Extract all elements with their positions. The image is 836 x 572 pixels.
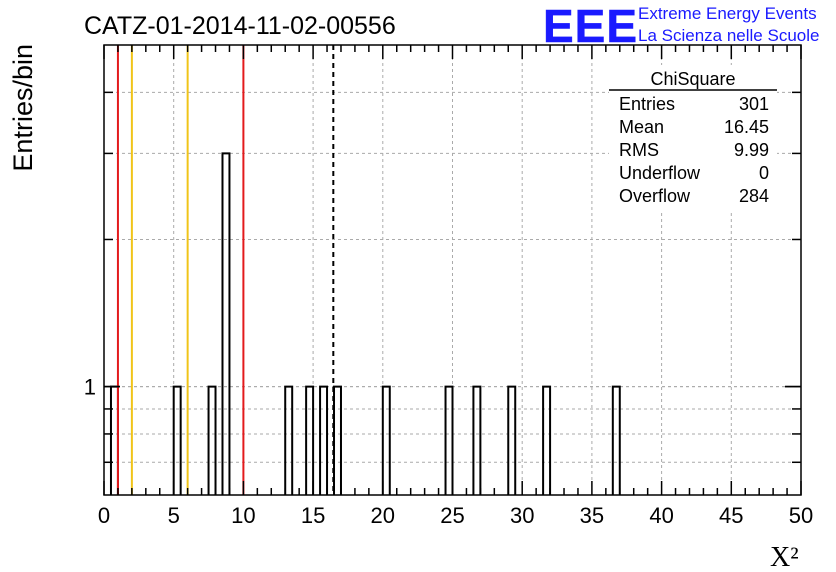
stats-overflow-value: 284 [739, 186, 769, 206]
histogram-bar [284, 385, 294, 495]
y-axis-title: Entries/bin [8, 44, 38, 172]
histogram-bar [381, 385, 391, 495]
stats-title: ChiSquare [650, 69, 735, 89]
stats-mean-value: 16.45 [724, 117, 769, 137]
x-tick-label: 50 [789, 503, 813, 528]
x-tick-label: 20 [371, 503, 395, 528]
x-tick-label: 45 [719, 503, 743, 528]
x-tick-label: 35 [580, 503, 604, 528]
histogram-bar [611, 385, 621, 495]
x-tick-label: 15 [301, 503, 325, 528]
stats-overflow-label: Overflow [619, 186, 691, 206]
stats-box: ChiSquare Entries 301 Mean 16.45 RMS 9.9… [609, 65, 777, 213]
histogram-bar [333, 385, 342, 495]
histogram-bar [444, 385, 454, 495]
x-tick-label: 25 [440, 503, 464, 528]
histogram-bar [507, 385, 517, 495]
x-tick-label: 0 [98, 503, 110, 528]
stats-rms-value: 9.99 [734, 140, 769, 160]
histogram-bar [305, 385, 315, 495]
stats-entries-value: 301 [739, 94, 769, 114]
bars-layer [109, 152, 621, 495]
histogram-bar [221, 152, 231, 495]
stats-rms-label: RMS [619, 140, 659, 160]
x-tick-label: 40 [649, 503, 673, 528]
x-tick-label: 30 [510, 503, 534, 528]
stats-entries-label: Entries [619, 94, 675, 114]
reference-lines-layer [116, 45, 335, 495]
y-tick-label: 1 [84, 375, 96, 400]
eee-logo: EEE [543, 0, 638, 52]
logo-line-1: Extreme Energy Events [638, 4, 817, 23]
x-tick-label: 5 [168, 503, 180, 528]
stats-mean-label: Mean [619, 117, 664, 137]
histogram-bar [472, 385, 482, 495]
stats-underflow-value: 0 [759, 163, 769, 183]
histogram-bar [172, 385, 182, 495]
histogram-bar [319, 385, 329, 495]
run-title: CATZ-01-2014-11-02-00556 [84, 12, 396, 40]
x-axis-title: X² [770, 542, 799, 572]
histogram-bar [207, 385, 217, 495]
logo-line-2: La Scienza nelle Scuole [638, 26, 819, 45]
x-tick-label: 10 [231, 503, 255, 528]
stats-underflow-label: Underflow [619, 163, 701, 183]
histogram-bar [542, 385, 552, 495]
plot-frame [103, 44, 802, 496]
